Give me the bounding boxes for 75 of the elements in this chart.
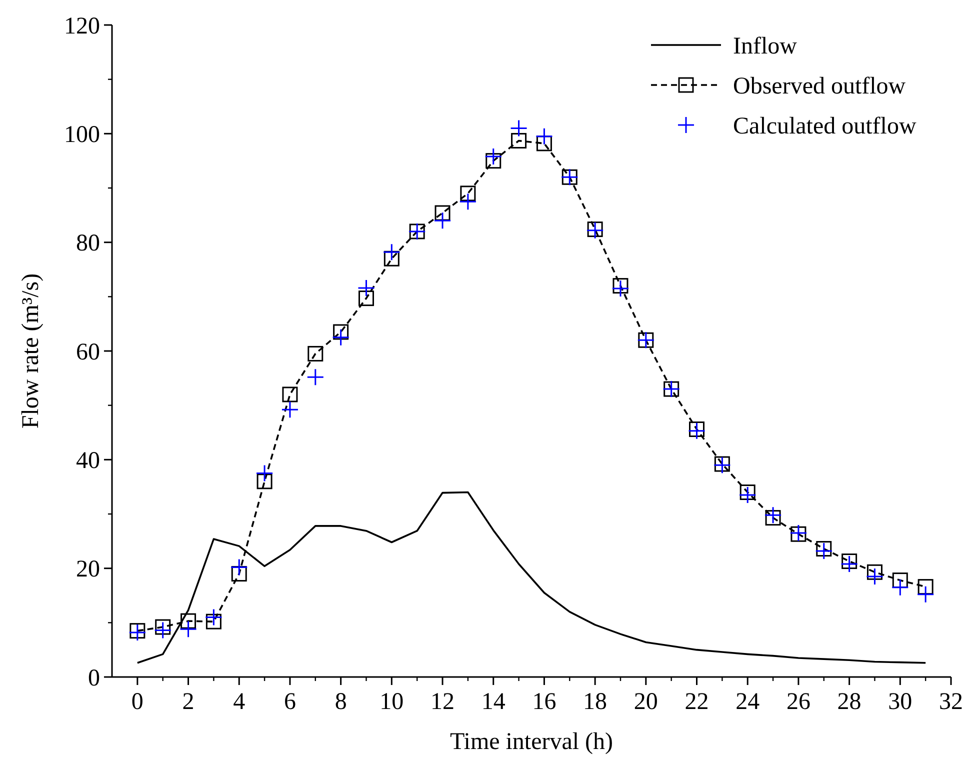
point [434,212,452,230]
point [155,619,171,635]
point [206,614,222,630]
y-tick-label: 100 [64,122,100,148]
point [180,613,196,629]
point [918,579,934,595]
x-tick-label: 26 [786,689,810,715]
x-tick-label: 6 [284,689,296,715]
y-tick-label: 120 [64,13,100,40]
point [256,474,272,490]
x-tick-label: 20 [634,689,658,715]
point [306,368,324,386]
x-tick-label: 22 [684,689,709,715]
point [612,278,628,294]
point [891,578,909,596]
point [434,205,450,221]
point [204,608,222,626]
y-tick-label: 0 [88,665,100,692]
y-tick-label: 80 [76,230,100,257]
point [916,586,934,604]
point [256,464,274,482]
x-tick-label: 16 [532,689,556,715]
point [738,486,756,504]
point [384,250,400,266]
x-tick-label: 14 [481,689,506,715]
point [535,128,553,146]
x-tick-label: 0 [131,689,144,715]
point [382,243,400,261]
point [486,153,502,169]
x-tick-label: 24 [736,689,760,715]
point [460,186,476,202]
point [816,541,832,557]
legend-label: Calculated outflow [733,113,917,140]
point [866,564,882,580]
point [740,484,756,500]
y-tick-label: 60 [76,339,100,366]
point [510,119,528,137]
x-axis-title: Time interval (h) [450,729,614,755]
y-tick-label: 40 [76,448,100,474]
point [511,132,527,148]
x-tick-label: 10 [380,689,404,715]
point [815,542,833,560]
point [765,510,781,526]
point [459,192,477,210]
point [308,346,324,362]
point [281,400,299,418]
point [230,558,248,576]
point [612,280,630,298]
x-tick-label: 2 [182,689,194,715]
point [333,324,349,340]
x-tick-label: 30 [888,689,912,715]
x-tick-label: 4 [233,689,246,715]
point [154,622,172,640]
x-tick-label: 32 [939,689,963,715]
legend-label: Observed outflow [733,73,906,100]
point [840,555,858,573]
y-axis-title: Flow rate (m³/s) [18,273,44,429]
y-tick-label: 20 [76,556,100,583]
point [357,279,375,297]
point [842,554,858,570]
point [358,290,374,306]
point [866,568,884,586]
point [282,386,298,402]
x-tick-label: 8 [334,689,347,715]
point [484,148,502,166]
x-tick-label: 18 [583,689,608,715]
point [332,328,350,346]
point [764,506,782,524]
x-tick-label: 12 [430,689,455,715]
point [689,421,705,437]
x-tick-label: 28 [837,689,862,715]
legend-label: Inflow [733,33,798,60]
point [688,422,706,440]
point [180,620,198,638]
point [231,566,247,582]
